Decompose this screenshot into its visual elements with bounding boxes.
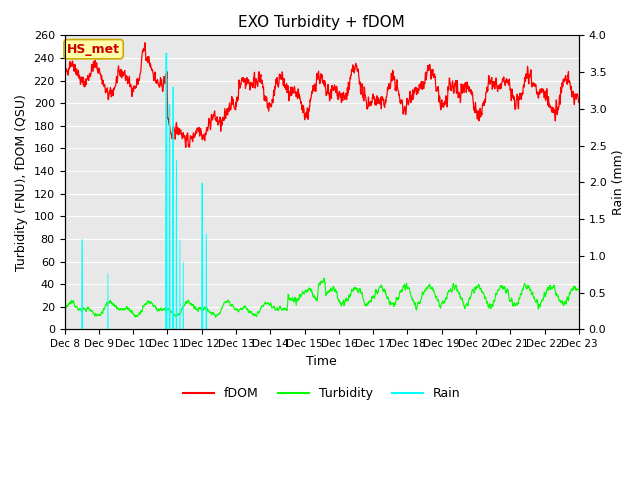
X-axis label: Time: Time [307,355,337,368]
Legend: fDOM, Turbidity, Rain: fDOM, Turbidity, Rain [178,383,465,406]
Y-axis label: Rain (mm): Rain (mm) [612,150,625,215]
Y-axis label: Turbidity (FNU), fDOM (QSU): Turbidity (FNU), fDOM (QSU) [15,94,28,271]
Text: HS_met: HS_met [67,43,120,56]
Title: EXO Turbidity + fDOM: EXO Turbidity + fDOM [238,15,405,30]
